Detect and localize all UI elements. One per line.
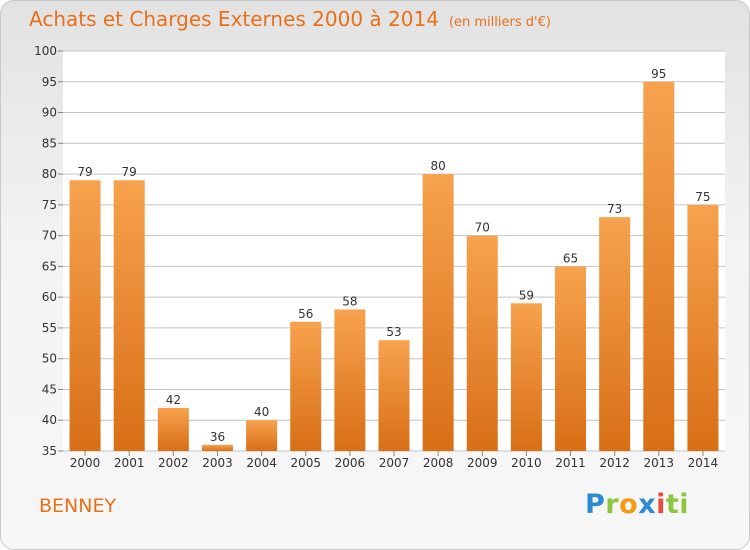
- x-tick-label: 2008: [423, 456, 454, 470]
- bar: [555, 266, 587, 451]
- bar: [201, 444, 233, 451]
- x-tick-label: 2003: [202, 456, 233, 470]
- x-tick-label: 2012: [599, 456, 630, 470]
- data-label: 79: [77, 165, 92, 179]
- data-label: 75: [695, 190, 710, 204]
- chart-title-text: Achats et Charges Externes 2000 à 2014: [29, 7, 439, 31]
- x-tick-label: 2001: [114, 456, 145, 470]
- x-tick-label: 2009: [467, 456, 498, 470]
- y-tick-label: 50: [42, 352, 57, 366]
- commune-name: BENNEY: [39, 495, 117, 517]
- bar: [69, 180, 101, 451]
- data-label: 56: [298, 307, 313, 321]
- x-tick-label: 2010: [511, 456, 542, 470]
- data-label: 40: [254, 405, 269, 419]
- x-tick-label: 2013: [644, 456, 675, 470]
- data-label: 79: [122, 165, 137, 179]
- y-tick-label: 70: [42, 229, 57, 243]
- data-label: 65: [563, 251, 578, 265]
- y-tick-label: 90: [42, 106, 57, 120]
- data-label: 58: [342, 294, 357, 308]
- y-axis-ticks: 35 40 45 50 55 60 65 70 75 80 85 90 95 100: [34, 44, 63, 458]
- x-tick-label: 2014: [688, 456, 719, 470]
- data-label: 70: [475, 221, 490, 235]
- bar: [466, 235, 498, 451]
- chart-title: Achats et Charges Externes 2000 à 2014 (e…: [29, 7, 551, 31]
- data-label: 80: [430, 159, 445, 173]
- bar: [113, 180, 145, 451]
- data-label: 73: [607, 202, 622, 216]
- data-label: 95: [651, 67, 666, 81]
- y-tick-label: 65: [42, 259, 57, 273]
- bar: [157, 407, 189, 451]
- proxiti-logo: Proxiti: [585, 489, 690, 520]
- x-tick-label: 2011: [555, 456, 586, 470]
- y-tick-label: 55: [42, 321, 57, 335]
- data-label: 59: [519, 288, 534, 302]
- bar: [334, 309, 366, 451]
- y-tick-label: 60: [42, 290, 57, 304]
- chart-unit: (en milliers d'€): [448, 15, 551, 30]
- bar: [422, 174, 454, 452]
- data-label: 53: [386, 325, 401, 339]
- x-tick-label: 2002: [158, 456, 189, 470]
- y-tick-label: 35: [42, 444, 57, 458]
- x-tick-label: 2004: [246, 456, 277, 470]
- bar: [599, 217, 631, 451]
- bar: [643, 81, 675, 452]
- x-tick-label: 2000: [70, 456, 101, 470]
- bar: [687, 204, 719, 451]
- data-label: 36: [210, 430, 225, 444]
- bar: [290, 321, 322, 451]
- bar: [246, 420, 278, 451]
- x-tick-label: 2005: [290, 456, 321, 470]
- bar: [378, 340, 410, 451]
- data-labels: 79 79 42 36 40 56 58 53 80 70 59 65 73 95 75: [77, 67, 710, 444]
- bars: [69, 81, 719, 452]
- y-tick-label: 100: [34, 44, 57, 58]
- y-tick-label: 95: [42, 75, 57, 89]
- y-tick-label: 85: [42, 136, 57, 150]
- y-tick-label: 40: [42, 413, 57, 427]
- x-axis-ticks: 2000 2001 2002 2003 2004 2005 2006 2007 2008 2009…: [70, 451, 718, 470]
- bar: [510, 303, 542, 451]
- y-tick-label: 80: [42, 167, 57, 181]
- data-label: 42: [166, 393, 181, 407]
- y-tick-label: 75: [42, 198, 57, 212]
- x-tick-label: 2007: [379, 456, 410, 470]
- y-tick-label: 45: [42, 382, 57, 396]
- x-tick-label: 2006: [335, 456, 366, 470]
